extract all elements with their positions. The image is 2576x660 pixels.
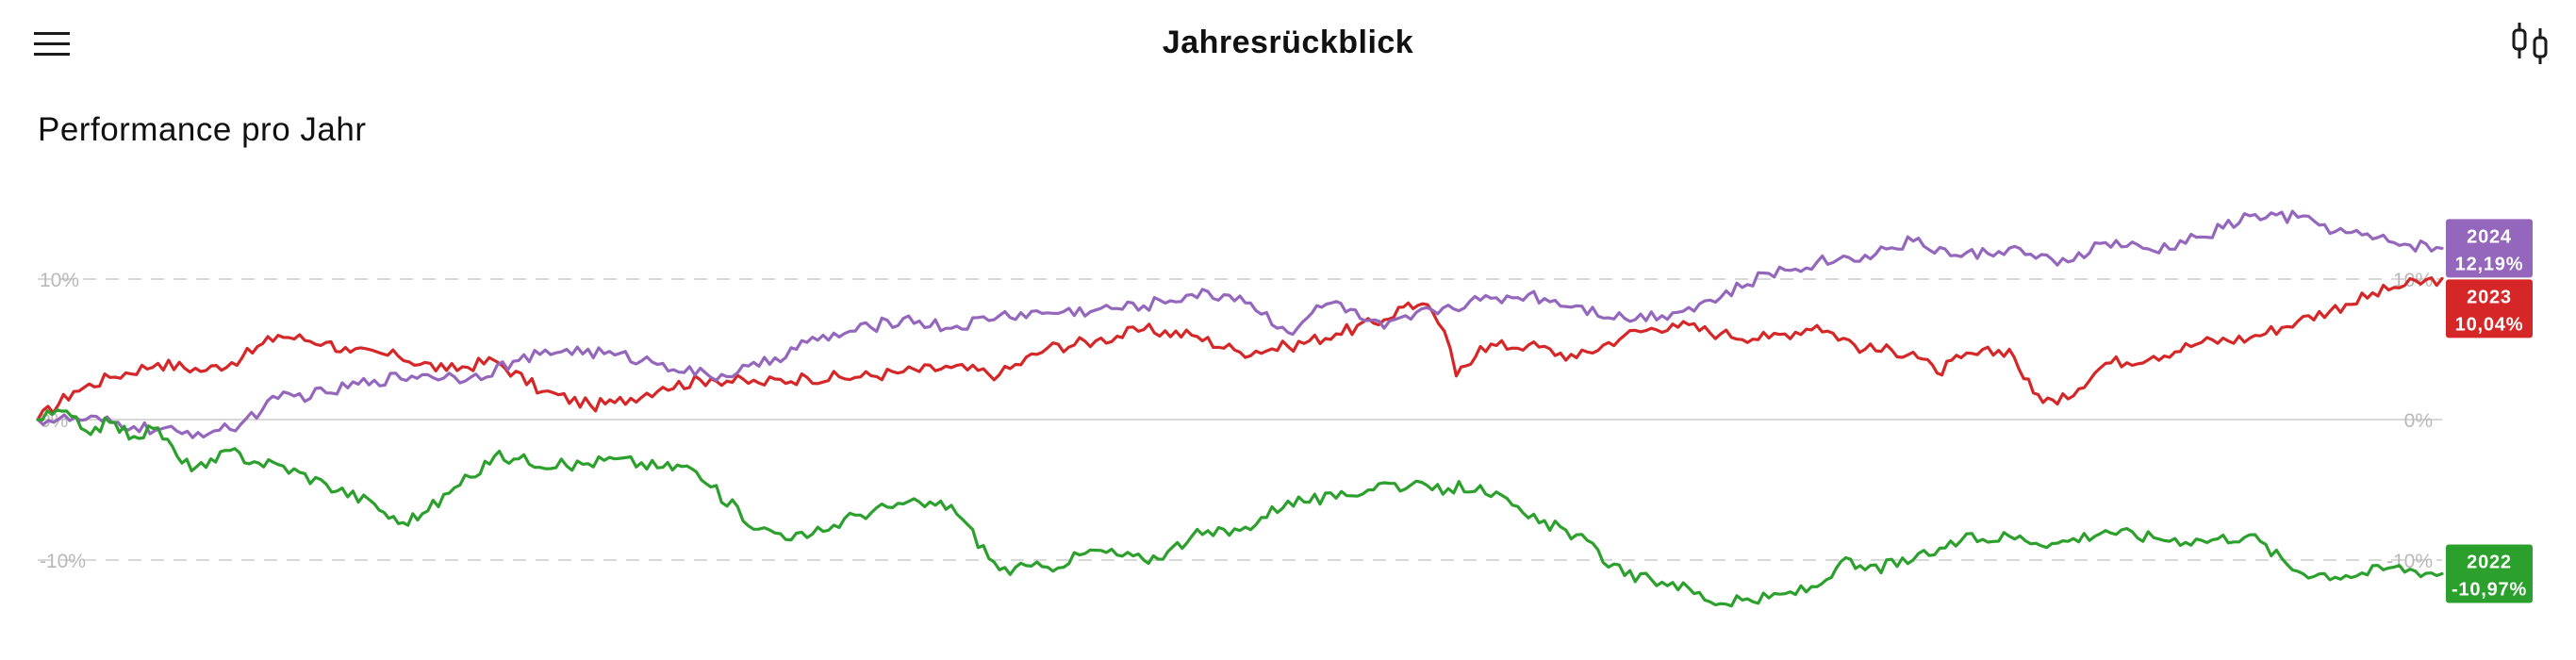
end-tag-bg	[2446, 544, 2533, 603]
end-tag-value: 10,04%	[2455, 314, 2524, 335]
y-tick-label-left: 10%	[40, 270, 79, 291]
top-bar: Jahresrückblick	[0, 0, 2576, 94]
end-tag-bg	[2446, 219, 2533, 278]
end-tag-year: 2022	[2467, 552, 2512, 572]
y-tick-label-right: 0%	[2404, 410, 2433, 432]
end-tag-2023: 2023 10,04%	[2446, 279, 2533, 338]
series-line-2023	[36, 276, 2444, 421]
end-tag-2022: 2022 -10,97%	[2446, 544, 2533, 603]
series-lines	[36, 209, 2444, 608]
end-tag-bg	[2446, 279, 2533, 338]
hamburger-menu-icon[interactable]	[32, 26, 74, 64]
section-title: Performance pro Jahr	[38, 111, 367, 148]
candlestick-icon[interactable]	[2506, 19, 2553, 68]
end-tag-year: 2024	[2467, 226, 2512, 247]
y-tick-label-left: -10%	[40, 551, 86, 572]
end-label-tags: 2024 12,19% 2023 10,04% 2022 -10,97%	[2446, 219, 2533, 603]
series-line-2022	[36, 408, 2444, 608]
page-title: Jahresrückblick	[1162, 25, 1414, 60]
end-tag-value: -10,97%	[2452, 579, 2527, 600]
end-tag-2024: 2024 12,19%	[2446, 219, 2533, 278]
grid-layer: 10% 10%0% 0%-10% -10%	[38, 270, 2442, 572]
end-tag-value: 12,19%	[2455, 254, 2524, 274]
series-line-2024	[36, 209, 2444, 439]
end-tag-year: 2023	[2467, 287, 2512, 307]
